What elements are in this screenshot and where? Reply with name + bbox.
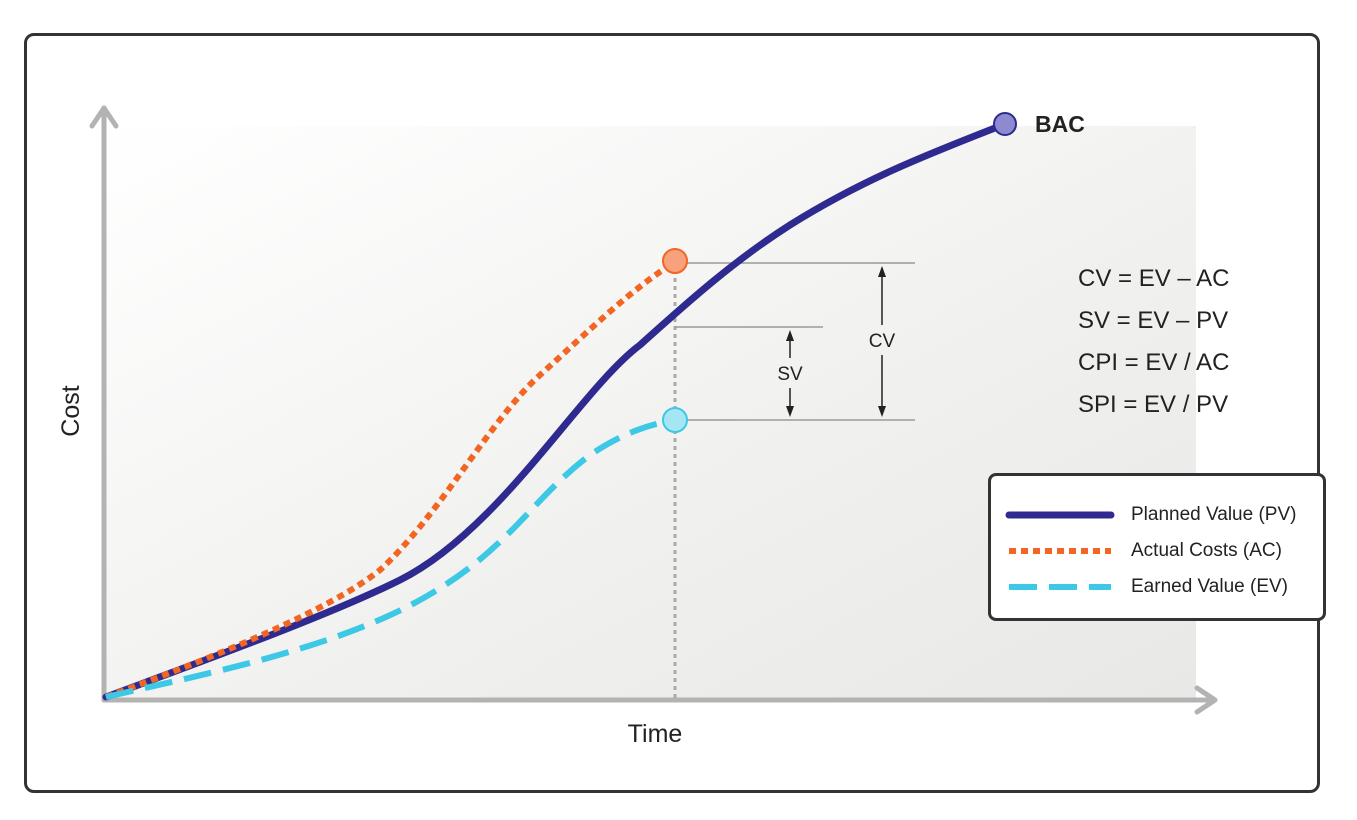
legend: Planned Value (PV) Actual Costs (AC) Ear… — [988, 473, 1326, 621]
cv-dimension — [878, 266, 886, 417]
legend-label-ac: Actual Costs (AC) — [1131, 540, 1282, 561]
earned-value-swatch — [1009, 584, 1111, 590]
axes — [89, 105, 1218, 715]
earned-value-marker — [662, 407, 688, 433]
legend-label-ev: Earned Value (EV) — [1131, 576, 1289, 597]
diagram-frame — [24, 33, 1320, 793]
legend-item-pv: Planned Value (PV) — [1005, 500, 1296, 530]
equations: CV = EV – AC SV = EV – PV CPI = EV / AC … — [1078, 265, 1229, 418]
cv-label: CV — [869, 331, 896, 352]
sv-dimension — [786, 330, 794, 417]
x-axis-label: Time — [628, 720, 683, 748]
equation-cv: CV = EV – AC — [1078, 265, 1229, 292]
legend-item-ev: Earned Value (EV) — [1005, 572, 1288, 602]
bac-marker — [993, 112, 1017, 136]
equation-spi: SPI = EV / PV — [1078, 391, 1228, 418]
legend-label-pv: Planned Value (PV) — [1131, 504, 1297, 525]
actual-costs-swatch — [1009, 548, 1111, 554]
x-axis-arrowhead — [1194, 685, 1218, 715]
earned-value-curve — [105, 417, 676, 700]
y-axis-arrowhead — [89, 105, 119, 129]
y-axis-label: Cost — [57, 385, 85, 436]
sv-label: SV — [777, 364, 803, 385]
reference-lines — [675, 262, 915, 421]
actual-costs-curve — [104, 259, 677, 700]
bac-label: BAC — [1035, 111, 1085, 137]
planned-value-swatch — [1005, 511, 1115, 519]
equation-cpi: CPI = EV / AC — [1078, 349, 1229, 376]
legend-item-ac: Actual Costs (AC) — [1005, 536, 1282, 566]
planned-value-curve — [102, 120, 1009, 701]
actual-cost-marker — [662, 248, 688, 274]
equation-sv: SV = EV – PV — [1078, 307, 1228, 334]
